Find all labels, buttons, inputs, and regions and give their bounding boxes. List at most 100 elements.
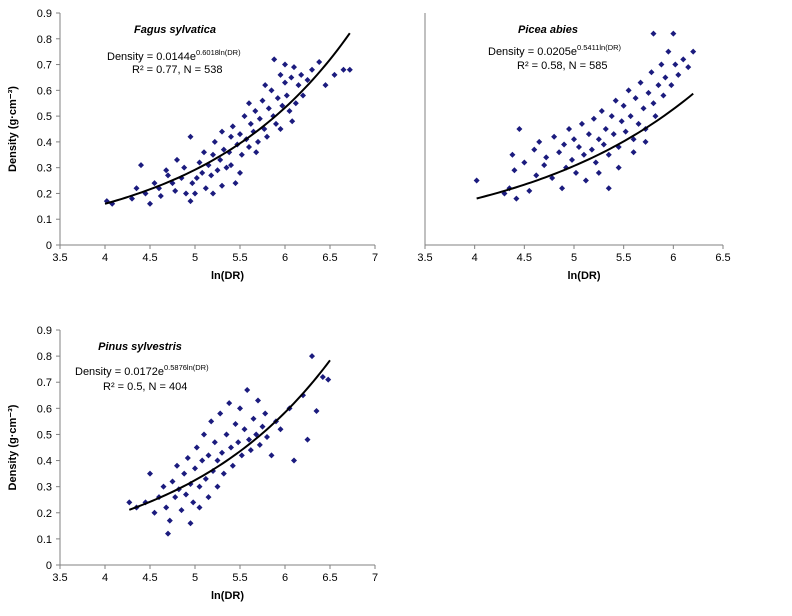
data-point (253, 431, 260, 438)
data-point (244, 387, 251, 394)
data-point (166, 517, 173, 524)
y-tick-label: 0.8 (37, 351, 52, 363)
equation-exponent: 0.5876ln(DR) (164, 363, 209, 372)
data-point (580, 151, 587, 158)
data-point (232, 421, 239, 427)
x-tick-label: 6.5 (715, 252, 730, 264)
x-tick-label: 5 (192, 572, 198, 584)
data-point (223, 164, 230, 171)
data-point (625, 87, 632, 94)
data-point (255, 397, 261, 404)
data-point (637, 79, 644, 86)
data-point (126, 499, 133, 506)
data-point (627, 113, 634, 120)
data-point (650, 100, 657, 107)
data-point (575, 144, 582, 151)
equation-exponent: 0.5411ln(DR) (577, 43, 622, 52)
data-point (217, 156, 224, 163)
data-point (183, 491, 189, 498)
data-point (325, 376, 332, 383)
data-point (202, 475, 209, 482)
data-point (187, 520, 194, 527)
y-tick-label: 0.3 (37, 163, 52, 175)
data-point (268, 87, 275, 94)
data-point (600, 141, 607, 148)
data-point (595, 136, 602, 143)
data-point (223, 431, 230, 438)
data-point (219, 182, 225, 189)
data-point (250, 415, 257, 422)
data-point (169, 478, 176, 485)
y-tick-label: 0.1 (37, 214, 52, 226)
x-tick-label: 7 (372, 252, 378, 264)
data-point (549, 174, 556, 181)
data-point (291, 457, 297, 464)
data-point (304, 436, 311, 443)
data-point (165, 530, 171, 537)
y-tick-label: 0.1 (37, 534, 52, 546)
data-point (160, 483, 167, 490)
data-point (291, 64, 297, 71)
regression-equation: Density = 0.0205e0.5411ln(DR) (488, 43, 622, 58)
x-tick-label: 4.5 (517, 252, 532, 264)
data-point (556, 149, 563, 156)
x-tick-label: 5 (571, 252, 577, 264)
y-tick-label: 0.5 (37, 111, 52, 123)
chart-title: Fagus sylvatica (134, 24, 216, 36)
data-point (214, 167, 221, 174)
data-point (645, 89, 652, 96)
data-point (541, 162, 548, 169)
data-point (220, 470, 227, 477)
data-point (640, 105, 647, 112)
data-point (237, 405, 243, 412)
data-point (665, 48, 672, 55)
chart-panel-2: 3.5 4 4.5 5 5.5 6 6.5 ln(DR) Picea abies Density … (417, 13, 731, 282)
data-point (256, 115, 263, 122)
x-tick-label: 4 (102, 252, 108, 264)
data-point (658, 61, 665, 68)
data-point (190, 499, 197, 506)
data-point (246, 100, 252, 107)
data-point (282, 79, 288, 86)
data-points (103, 56, 353, 207)
data-point (509, 151, 516, 158)
data-point (277, 426, 284, 433)
data-point (259, 97, 266, 104)
data-point (533, 172, 540, 179)
x-tick-label: 4 (472, 252, 478, 264)
data-point (319, 374, 326, 380)
y-tick-label: 0.2 (37, 508, 52, 520)
y-tick-label: 0.4 (37, 456, 52, 468)
data-point (192, 190, 198, 197)
data-point (165, 172, 171, 179)
data-point (246, 144, 252, 151)
x-tick-label: 5.5 (232, 252, 247, 264)
data-point (202, 185, 209, 192)
data-point (196, 483, 203, 490)
data-point (316, 58, 323, 65)
data-point (157, 193, 164, 200)
data-point (642, 138, 649, 145)
data-point (217, 410, 224, 417)
data-point (588, 146, 595, 153)
data-point (660, 92, 667, 99)
data-point (268, 452, 275, 459)
y-tick-label: 0 (46, 560, 52, 572)
data-point (262, 410, 269, 417)
data-point (219, 128, 225, 135)
y-tick-label: 0.5 (37, 429, 52, 441)
data-point (635, 120, 642, 127)
data-point (193, 444, 200, 451)
chart-panel-1: 3.5 4 4.5 5 5.5 6 6.5 7 0 0.1 0.2 0.3 0.4 0.5 0.6 0.7 0.… (7, 8, 378, 282)
x-axis-title: ln(DR) (568, 270, 601, 282)
data-point (252, 107, 259, 114)
data-point (566, 126, 573, 132)
data-point (246, 436, 252, 443)
data-point (247, 120, 254, 127)
data-point (201, 431, 207, 438)
data-point (331, 71, 338, 78)
data-point (572, 169, 579, 176)
y-axis-title: Density (g·cm⁻³) (7, 404, 19, 490)
data-point (610, 131, 617, 138)
data-point (536, 138, 543, 145)
